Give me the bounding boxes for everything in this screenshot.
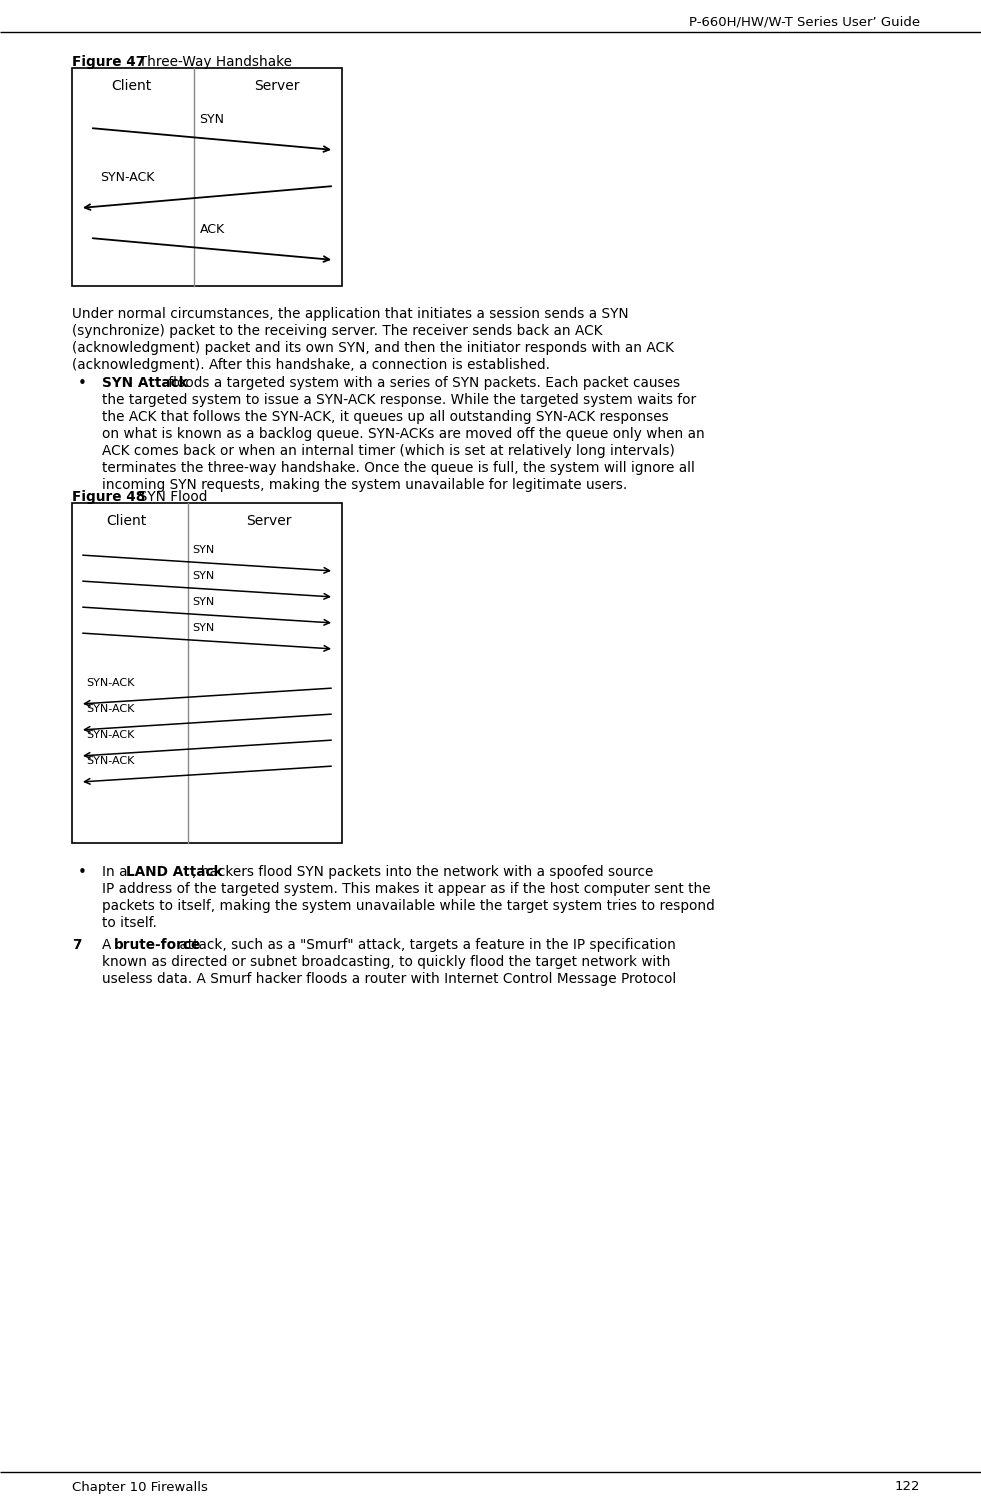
Text: Chapter 10 Firewalls: Chapter 10 Firewalls <box>72 1480 208 1494</box>
Bar <box>72 68 342 286</box>
Text: known as directed or subnet broadcasting, to quickly flood the target network wi: known as directed or subnet broadcasting… <box>102 954 670 969</box>
Text: Under normal circumstances, the application that initiates a session sends a SYN: Under normal circumstances, the applicat… <box>72 307 629 322</box>
Text: SYN: SYN <box>192 624 215 633</box>
Text: A: A <box>102 938 116 951</box>
Text: terminates the three-way handshake. Once the queue is full, the system will igno: terminates the three-way handshake. Once… <box>102 461 695 475</box>
Text: the targeted system to issue a SYN-ACK response. While the targeted system waits: the targeted system to issue a SYN-ACK r… <box>102 392 697 407</box>
Text: (acknowledgment) packet and its own SYN, and then the initiator responds with an: (acknowledgment) packet and its own SYN,… <box>72 341 674 355</box>
Bar <box>72 504 342 843</box>
Text: ACK: ACK <box>199 222 225 236</box>
Text: 7: 7 <box>72 938 81 951</box>
Text: In a: In a <box>102 866 131 879</box>
Text: Client: Client <box>111 80 151 93</box>
Text: 122: 122 <box>895 1480 920 1494</box>
Text: •: • <box>78 866 87 879</box>
Text: SYN-ACK: SYN-ACK <box>86 730 134 739</box>
Text: Server: Server <box>246 514 292 528</box>
Text: brute-force: brute-force <box>114 938 201 951</box>
Text: incoming SYN requests, making the system unavailable for legitimate users.: incoming SYN requests, making the system… <box>102 478 627 491</box>
Text: attack, such as a "Smurf" attack, targets a feature in the IP specification: attack, such as a "Smurf" attack, target… <box>175 938 676 951</box>
Text: SYN-ACK: SYN-ACK <box>86 678 134 688</box>
Text: packets to itself, making the system unavailable while the target system tries t: packets to itself, making the system una… <box>102 899 715 912</box>
Text: (acknowledgment). After this handshake, a connection is established.: (acknowledgment). After this handshake, … <box>72 358 550 373</box>
Text: SYN: SYN <box>199 113 225 126</box>
Text: Figure 48: Figure 48 <box>72 490 145 504</box>
Text: SYN Attack: SYN Attack <box>102 376 187 389</box>
Text: useless data. A Smurf hacker floods a router with Internet Control Message Proto: useless data. A Smurf hacker floods a ro… <box>102 972 676 986</box>
Text: SYN-ACK: SYN-ACK <box>100 171 154 183</box>
Text: P-660H/HW/W-T Series User’ Guide: P-660H/HW/W-T Series User’ Guide <box>689 15 920 29</box>
Text: ACK comes back or when an internal timer (which is set at relatively long interv: ACK comes back or when an internal timer… <box>102 443 675 458</box>
Text: SYN-ACK: SYN-ACK <box>86 703 134 714</box>
Text: SYN-ACK: SYN-ACK <box>86 756 134 767</box>
Text: SYN Flood: SYN Flood <box>130 490 207 504</box>
Text: SYN: SYN <box>192 546 215 555</box>
Text: IP address of the targeted system. This makes it appear as if the host computer : IP address of the targeted system. This … <box>102 882 710 896</box>
Text: LAND Attack: LAND Attack <box>126 866 223 879</box>
Text: (synchronize) packet to the receiving server. The receiver sends back an ACK: (synchronize) packet to the receiving se… <box>72 325 602 338</box>
Text: floods a targeted system with a series of SYN packets. Each packet causes: floods a targeted system with a series o… <box>164 376 680 389</box>
Text: to itself.: to itself. <box>102 915 157 930</box>
Text: •: • <box>78 376 87 391</box>
Text: SYN: SYN <box>192 571 215 582</box>
Text: the ACK that follows the SYN-ACK, it queues up all outstanding SYN-ACK responses: the ACK that follows the SYN-ACK, it que… <box>102 410 669 424</box>
Text: SYN: SYN <box>192 597 215 607</box>
Text: on what is known as a backlog queue. SYN-ACKs are moved off the queue only when : on what is known as a backlog queue. SYN… <box>102 427 704 440</box>
Text: Client: Client <box>106 514 146 528</box>
Text: Figure 47: Figure 47 <box>72 56 145 69</box>
Text: Server: Server <box>254 80 300 93</box>
Text: Three-Way Handshake: Three-Way Handshake <box>130 56 292 69</box>
Text: , hackers flood SYN packets into the network with a spoofed source: , hackers flood SYN packets into the net… <box>192 866 653 879</box>
